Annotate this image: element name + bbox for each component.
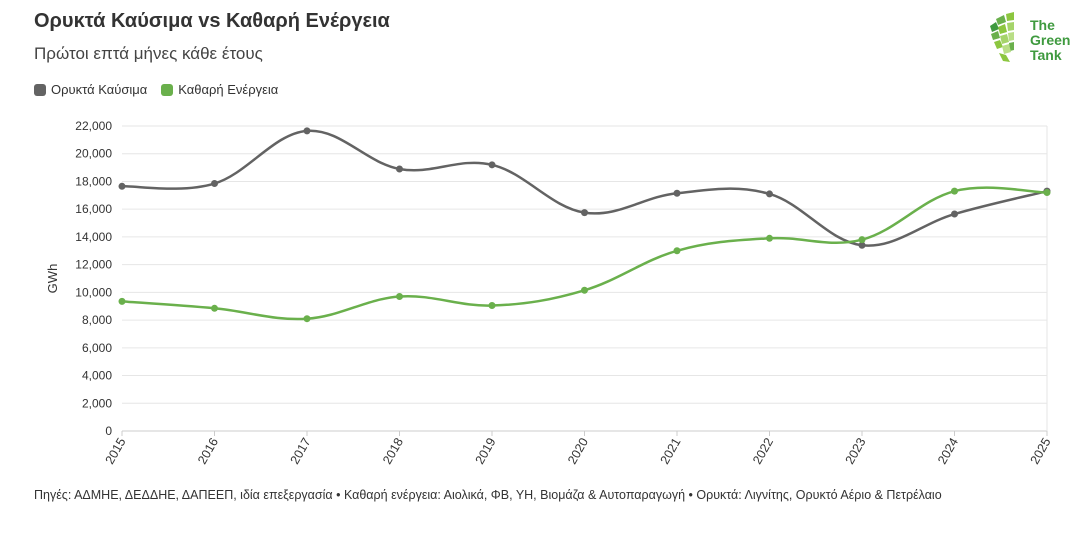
y-tick-label: 18,000 [75,174,112,188]
x-tick-label: 2019 [473,435,499,466]
y-tick-label: 12,000 [75,258,112,272]
data-point-clean [488,302,496,310]
legend-swatch-fossil [34,83,46,96]
series-line-fossil [120,129,1049,247]
data-point-clean [396,293,403,301]
y-tick-label: 14,000 [75,230,112,244]
logo-line-1: The [1030,17,1055,33]
y-tick-label: 10,000 [75,285,112,299]
x-tick-label: 2017 [288,435,314,466]
series-line-clean [120,186,1049,321]
y-tick-label: 16,000 [75,202,112,216]
legend-item-clean[interactable]: Καθαρή Ενέργεια [161,82,278,97]
x-tick-label: 2015 [103,435,129,466]
data-point-clean [1043,189,1051,197]
data-point-clean [858,236,866,244]
chart-subtitle: Πρώτοι επτά μήνες κάθε έτους [34,44,263,63]
data-point-fossil [581,209,588,217]
legend-item-fossil[interactable]: Ορυκτά Καύσιμα [34,82,147,97]
x-tick-label: 2024 [935,435,961,466]
x-tick-label: 2023 [843,435,869,466]
data-point-fossil [118,182,126,190]
data-point-fossil [858,241,866,249]
logo-line-2: Green [1030,32,1071,48]
x-tick-label: 2020 [565,435,591,466]
data-point-clean [118,297,126,305]
data-point-fossil [488,161,496,169]
data-point-fossil [951,210,958,218]
source-note: Πηγές: ΑΔΜΗΕ, ΔΕΔΔΗΕ, ΔΑΠΕΕΠ, ιδία επεξε… [34,488,942,502]
chart-legend: Ορυκτά Καύσιμα Καθαρή Ενέργεια [34,82,278,97]
data-point-clean [766,234,773,242]
logo-line-3: Tank [1030,47,1062,63]
data-point-fossil [766,190,773,198]
data-point-clean [951,187,958,195]
green-tank-logo [990,12,1014,62]
y-tick-label: 0 [105,424,112,438]
y-tick-label: 4,000 [82,369,112,383]
y-tick-label: 2,000 [82,396,112,410]
data-point-clean [211,304,218,312]
legend-swatch-clean [161,83,174,96]
x-tick-label: 2025 [1028,435,1054,466]
x-tick-label: 2021 [658,435,684,466]
legend-label-clean: Καθαρή Ενέργεια [178,82,279,97]
data-point-clean [303,315,311,323]
data-point-clean [673,247,681,255]
y-tick-label: 22,000 [75,119,112,133]
x-tick-label: 2016 [195,435,221,466]
x-tick-label: 2022 [750,435,776,466]
y-tick-label: 20,000 [75,147,112,161]
logo-text: The Green Tank [1030,18,1070,63]
logo-leaf-icon [990,12,1014,62]
y-tick-label: 8,000 [82,313,112,327]
data-point-fossil [396,165,403,173]
data-point-fossil [211,180,218,188]
x-tick-label: 2018 [380,435,406,466]
data-point-fossil [303,127,311,135]
y-axis-label: GWh [45,264,60,294]
legend-label-fossil: Ορυκτά Καύσιμα [51,82,148,97]
data-point-fossil [673,189,681,197]
chart-title: Ορυκτά Καύσιμα vs Καθαρή Ενέργεια [34,10,390,32]
data-point-clean [581,286,588,294]
y-tick-label: 6,000 [82,341,112,355]
